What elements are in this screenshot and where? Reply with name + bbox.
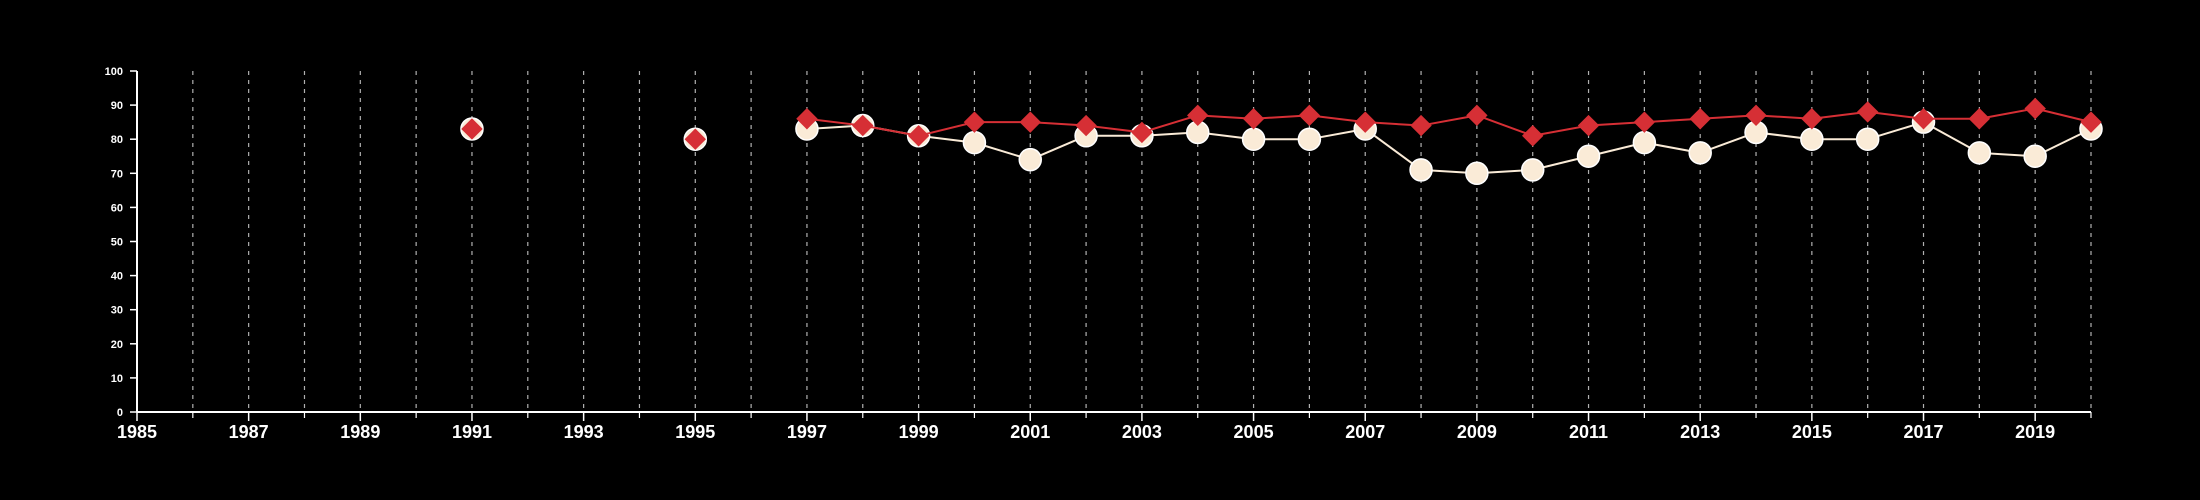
data-point-circle [2023, 144, 2047, 168]
y-tick-label: 80 [111, 134, 123, 146]
x-tick-label: 2009 [1457, 422, 1497, 442]
data-point-circle [962, 130, 987, 155]
x-tick-label: 1985 [117, 422, 157, 442]
data-point-diamond [1131, 121, 1153, 144]
y-tick-label: 30 [111, 305, 123, 317]
y-tick-label: 70 [111, 168, 123, 180]
series-line-segment [918, 121, 975, 137]
data-point-diamond [1856, 101, 1879, 123]
series-line-segment [2034, 107, 2092, 124]
data-point-diamond [1577, 114, 1600, 137]
x-tick-label: 1997 [787, 422, 827, 442]
x-tick-label: 2003 [1122, 422, 1162, 442]
data-point-circle [1297, 127, 1322, 151]
series-line-segment [862, 124, 919, 137]
data-point-diamond [796, 108, 818, 130]
data-point-circle [1409, 158, 1433, 182]
data-point-diamond [1354, 111, 1376, 133]
data-point-circle [1688, 141, 1712, 165]
x-tick-label: 1989 [340, 422, 380, 442]
x-tick-label: 2013 [1680, 422, 1720, 442]
data-point-diamond [852, 114, 874, 137]
data-point-circle [1018, 147, 1043, 172]
y-tick-label: 60 [111, 202, 123, 214]
series-line-segment [1420, 114, 1478, 127]
data-point-diamond [684, 128, 706, 150]
x-tick-label: 1995 [675, 422, 715, 442]
data-point-circle [1967, 141, 1992, 165]
y-tick-label: 10 [111, 373, 123, 385]
data-point-diamond [1187, 104, 1209, 127]
x-tick-label: 1993 [564, 422, 604, 442]
x-tick-label: 2007 [1345, 422, 1385, 442]
data-point-diamond [1298, 104, 1321, 127]
data-point-diamond [1633, 111, 1656, 133]
data-point-circle [1855, 127, 1880, 151]
data-point-circle [1465, 161, 1489, 186]
data-point-diamond [1968, 108, 1991, 130]
y-tick-label: 90 [111, 100, 123, 112]
data-point-diamond [461, 118, 483, 140]
data-point-diamond [2080, 111, 2102, 133]
data-point-circle [1576, 144, 1601, 168]
data-point-diamond [2024, 97, 2046, 120]
data-point-diamond [1242, 108, 1265, 130]
series-1 [460, 110, 2103, 186]
y-tick-label: 50 [111, 237, 123, 249]
data-point-diamond [1075, 114, 1097, 137]
data-point-circle [1632, 130, 1657, 155]
data-point-diamond [1410, 114, 1432, 137]
x-tick-label: 2015 [1792, 422, 1832, 442]
data-point-diamond [1912, 108, 1935, 130]
y-tick-label: 40 [111, 271, 123, 283]
x-tick-label: 2019 [2015, 422, 2055, 442]
series-2 [461, 97, 2102, 150]
series-line-segment [1979, 107, 2036, 120]
x-tick-label: 1987 [229, 422, 269, 442]
series-line-segment [1532, 124, 1589, 137]
x-tick-label: 2005 [1234, 422, 1274, 442]
data-point-diamond [1466, 104, 1488, 127]
data-point-diamond [963, 111, 986, 133]
series-line-segment [1141, 114, 1199, 134]
data-point-circle [1520, 158, 1545, 182]
data-point-diamond [907, 125, 930, 147]
data-point-diamond [1522, 125, 1544, 147]
series-group [460, 97, 2103, 186]
data-point-diamond [1745, 104, 1767, 127]
series-line-segment [1476, 114, 1534, 137]
y-tick-label: 100 [105, 66, 123, 78]
data-point-diamond [1689, 108, 1711, 130]
data-point-circle [1800, 127, 1824, 151]
x-tick-label: 2001 [1010, 422, 1050, 442]
data-point-diamond [1801, 108, 1823, 130]
axes: 0 10 20 30 40 50 60 70 80 90 100 1985 1987 1989 1991 19… [105, 66, 2092, 442]
y-tick-label: 20 [111, 339, 123, 351]
x-tick-label: 2011 [1569, 422, 1608, 442]
x-tick-label: 2017 [1903, 422, 1943, 442]
x-tick-label: 1999 [899, 422, 939, 442]
y-tick-label: 0 [117, 407, 123, 419]
x-tick-label: 1991 [452, 422, 492, 442]
data-point-circle [1241, 127, 1266, 151]
data-point-diamond [1019, 111, 1041, 133]
